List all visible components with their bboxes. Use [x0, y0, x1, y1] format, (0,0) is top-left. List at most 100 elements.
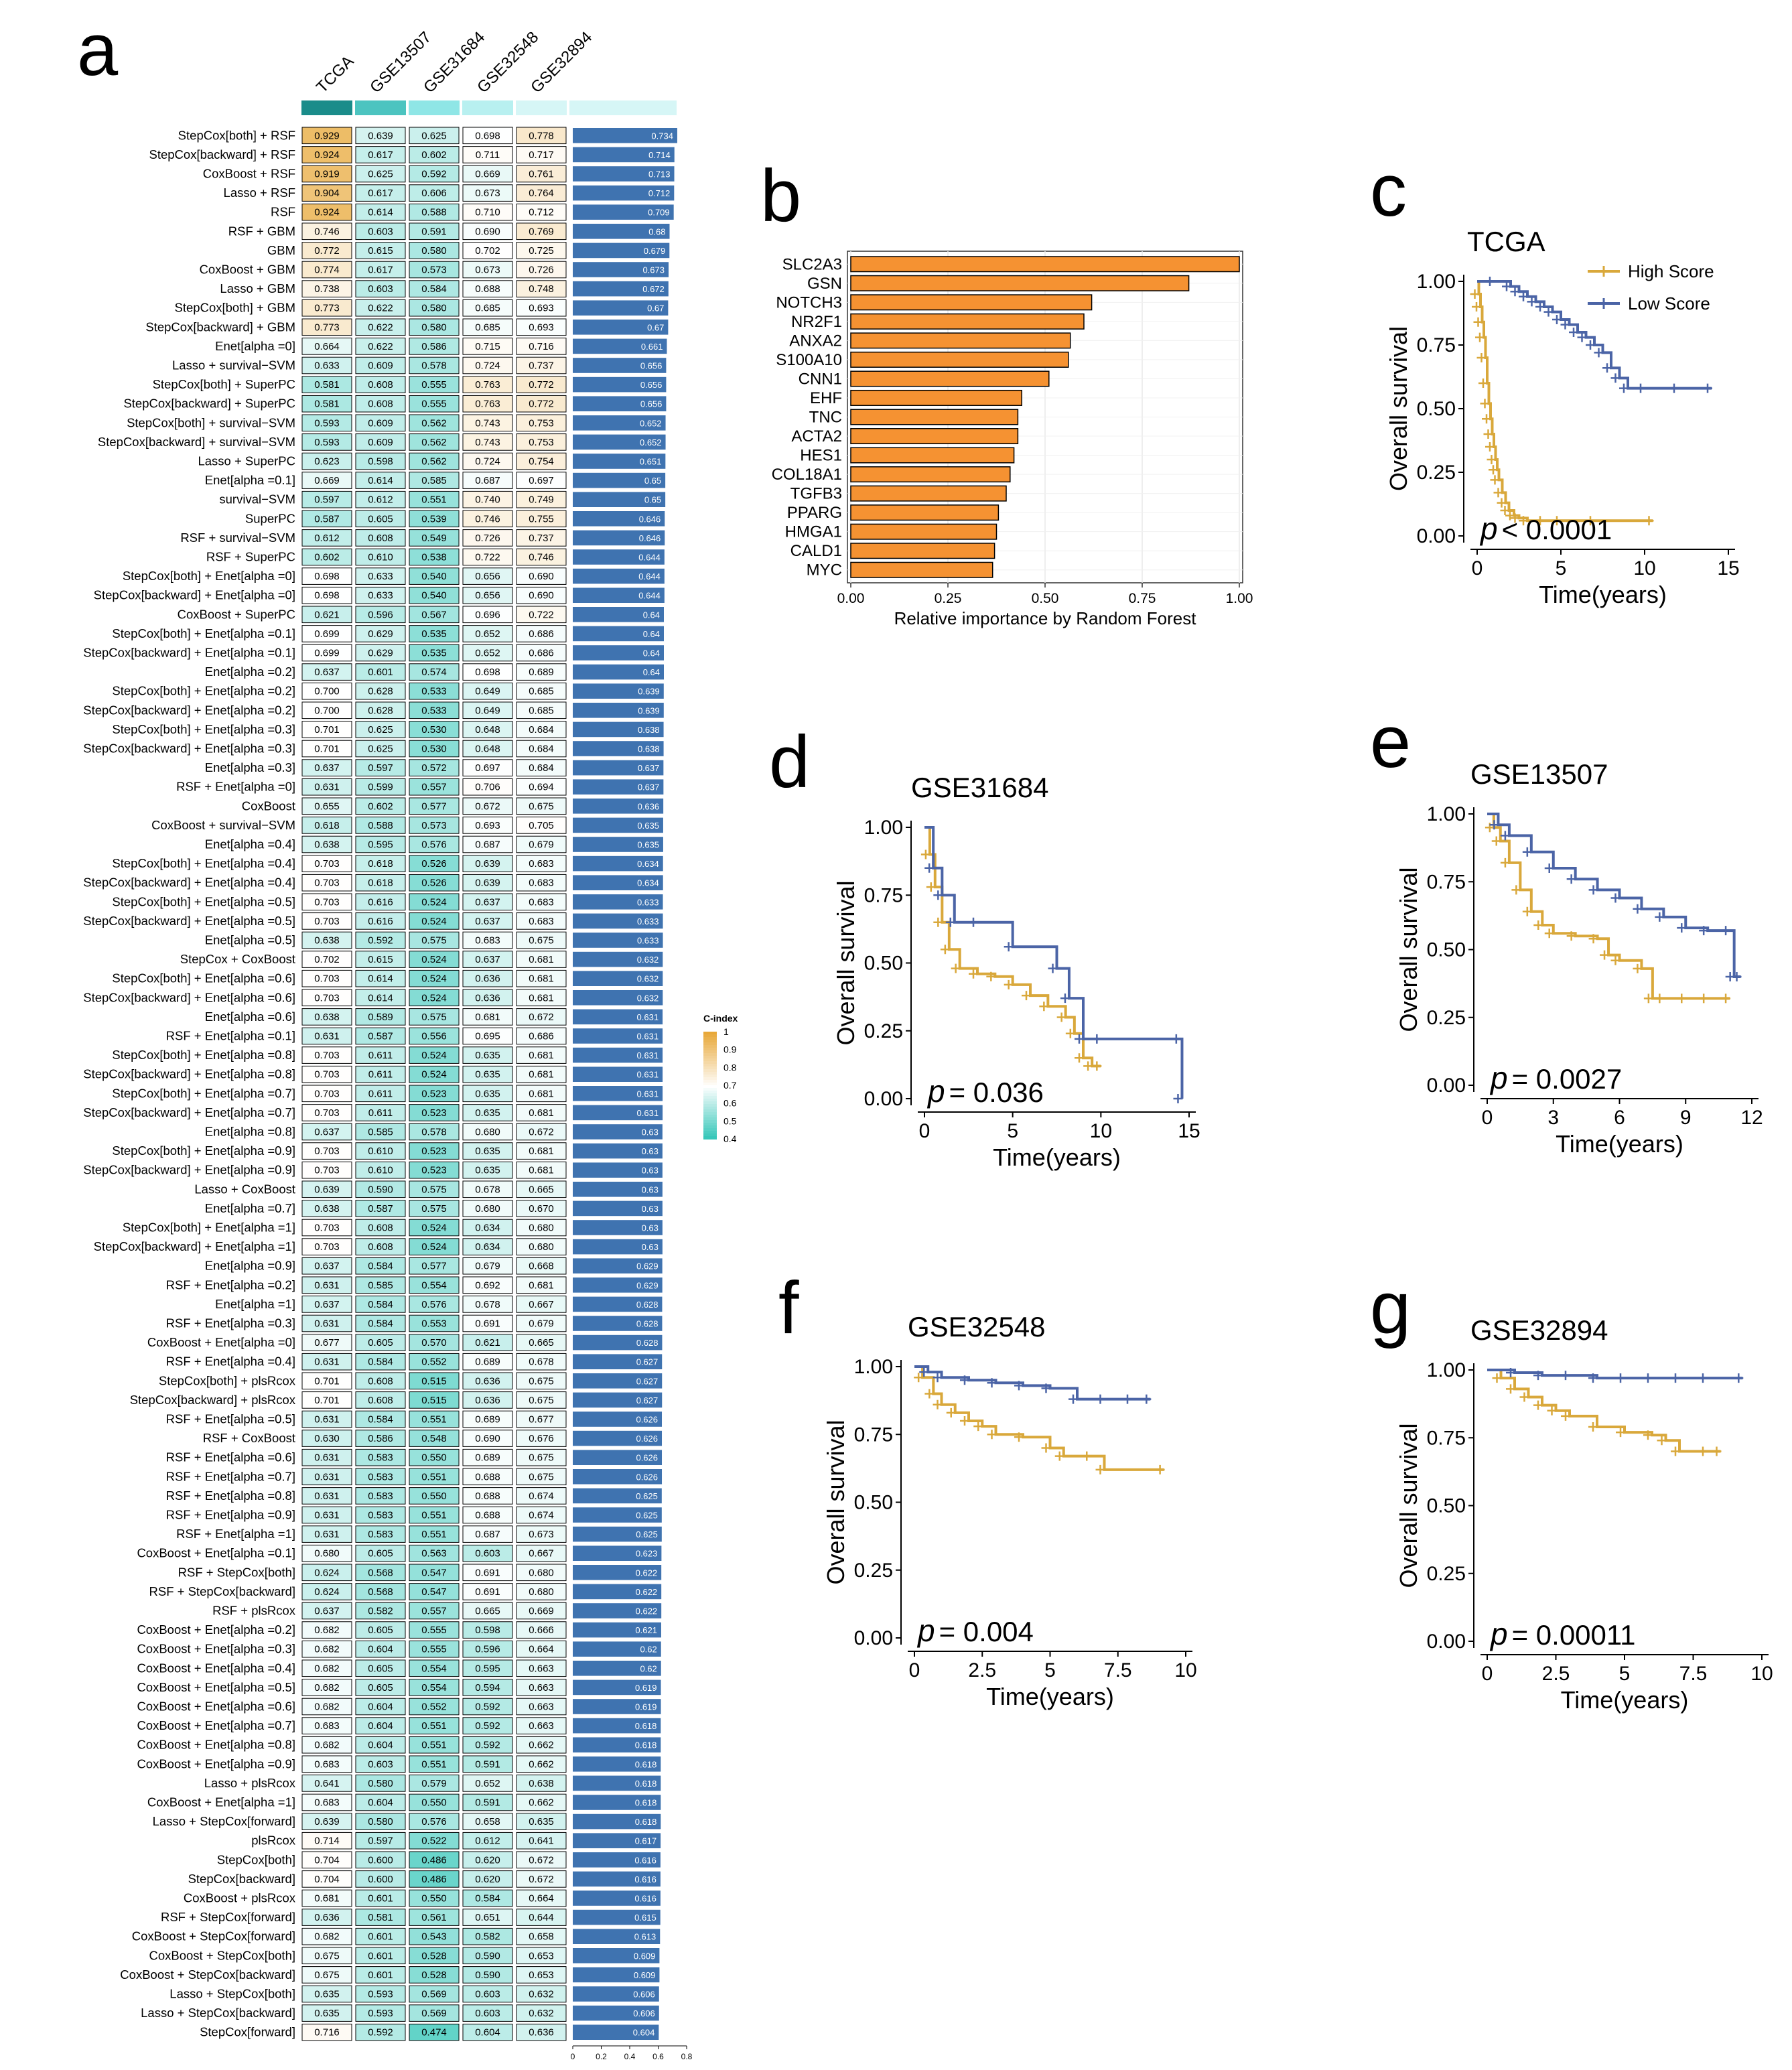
- heatmap-cell: [516, 1506, 567, 1524]
- heatmap-cell-value: 0.573: [421, 820, 447, 831]
- censor-mark: [1492, 1373, 1502, 1383]
- heatmap-cell-value: 0.580: [368, 1778, 393, 1789]
- heatmap-cell-value: 0.665: [475, 1606, 500, 1617]
- heatmap-cell: [516, 1947, 567, 1965]
- heatmap-cell: [301, 1775, 352, 1792]
- row-label: StepCox[backward] + Enet[alpha =0.9]: [83, 1163, 295, 1177]
- censor-mark: [1502, 281, 1511, 291]
- heatmap-cell: [355, 146, 406, 163]
- heatmap-cell-value: 0.595: [475, 1663, 500, 1674]
- row-label: CoxBoost + Enet[alpha =0.1]: [137, 1546, 295, 1560]
- censor-mark: [1636, 383, 1645, 393]
- y-tick-label: 0.00: [854, 1627, 893, 1649]
- heatmap-cell-value: 0.597: [368, 762, 393, 774]
- heatmap-cell: [462, 1104, 513, 1121]
- heatmap-cell: [409, 1296, 460, 1313]
- row-label: StepCox[backward] + Enet[alpha =0.3]: [83, 742, 295, 756]
- heatmap-cell-value: 0.689: [475, 1414, 500, 1426]
- gene-label: S100A10: [776, 351, 842, 369]
- heatmap-cell-value: 0.696: [475, 609, 500, 620]
- mean-cindex-bar: [573, 1833, 661, 1848]
- heatmap-cell: [409, 682, 460, 700]
- heatmap-cell-value: 0.684: [529, 762, 554, 774]
- mean-cindex-label: 0.639: [638, 687, 660, 697]
- heatmap-cell-value: 0.597: [368, 1836, 393, 1847]
- heatmap-cell-value: 0.663: [529, 1702, 554, 1713]
- colorbar-step: [703, 1112, 717, 1115]
- heatmap-cell-value: 0.683: [475, 935, 500, 947]
- heatmap-cell: [462, 356, 513, 374]
- heatmap-cell-value: 0.697: [475, 762, 500, 774]
- heatmap-cell: [462, 1640, 513, 1658]
- heatmap-cell-value: 0.631: [314, 1529, 340, 1540]
- y-tick-label: 1.00: [1427, 803, 1466, 825]
- y-tick-label: 0.00: [1427, 1631, 1466, 1653]
- heatmap-cell-value: 0.556: [421, 1031, 447, 1042]
- heatmap-cell-value: 0.578: [421, 360, 447, 372]
- heatmap-cell: [409, 1276, 460, 1294]
- y-tick-label: 0.50: [864, 953, 903, 975]
- heatmap-cell: [355, 414, 406, 432]
- mean-cindex-label: 0.606: [633, 2008, 655, 2018]
- heatmap-cell: [462, 280, 513, 297]
- heatmap-cell-value: 0.552: [421, 1357, 447, 1368]
- heatmap-cell: [301, 1870, 352, 1888]
- censor-mark: [1669, 383, 1679, 393]
- heatmap-cell: [355, 1046, 406, 1064]
- column-header-label: TCGA: [313, 52, 357, 96]
- mean-cindex-bar: [573, 588, 665, 603]
- censor-mark: [1734, 1373, 1744, 1383]
- heatmap-cell-value: 0.550: [421, 1797, 447, 1809]
- heatmap-cell: [355, 1353, 406, 1371]
- row-label: CoxBoost + Enet[alpha =0.8]: [137, 1738, 295, 1752]
- heatmap-cell: [355, 1104, 406, 1121]
- p-value: < 0.0001: [1502, 514, 1612, 545]
- heatmap-cell-value: 0.648: [475, 724, 500, 736]
- heatmap-cell: [516, 1870, 567, 1888]
- heatmap-cell: [355, 1219, 406, 1237]
- heatmap-cell: [355, 261, 406, 279]
- heatmap-cell: [516, 127, 567, 145]
- mean-cindex-label: 0.64: [643, 648, 660, 659]
- mean-cindex-bar: [573, 1469, 663, 1485]
- heatmap-cell: [462, 414, 513, 432]
- heatmap-cell: [462, 472, 513, 489]
- bar-axis-tick-label: 0.8: [681, 2052, 693, 2061]
- heatmap-cell-value: 0.635: [475, 1107, 500, 1119]
- heatmap-cell-value: 0.929: [314, 130, 340, 141]
- censor-mark: [1610, 955, 1621, 965]
- heatmap-cell-value: 0.725: [529, 245, 554, 257]
- censor-mark: [960, 1375, 969, 1385]
- heatmap-cell-value: 0.688: [475, 1471, 500, 1482]
- heatmap-cell: [409, 2004, 460, 2022]
- heatmap-cell: [409, 1200, 460, 1217]
- mean-cindex-bar: [573, 1948, 660, 1963]
- mean-cindex-bar: [573, 1411, 663, 1427]
- panel-letter-b: b: [760, 155, 801, 237]
- low-score-curve: [1487, 1369, 1743, 1380]
- heatmap-cell: [355, 1909, 406, 1926]
- heatmap-cell: [301, 1640, 352, 1658]
- heatmap-cell: [462, 1583, 513, 1600]
- heatmap-cell-value: 0.637: [475, 916, 500, 927]
- heatmap-cell: [355, 606, 406, 624]
- mean-cindex-bar: [573, 1929, 661, 1944]
- heatmap-cell-value: 0.772: [314, 245, 340, 257]
- heatmap-cell: [516, 1161, 567, 1179]
- heatmap-cell: [462, 510, 513, 528]
- heatmap-cell-value: 0.669: [314, 475, 340, 486]
- heatmap-cell-value: 0.638: [314, 839, 340, 851]
- heatmap-cell: [409, 606, 460, 624]
- heatmap-cell: [462, 1334, 513, 1351]
- mean-cindex-label: 0.652: [640, 418, 662, 428]
- heatmap-cell: [355, 663, 406, 681]
- gene-label: SLC2A3: [782, 255, 842, 273]
- p-value-text: p < 0.0001: [1479, 511, 1612, 546]
- rf-importance-panel-b: 0.00 0.25 0.50 0.75 1.00SLC2A3GSNNOTCH3NR2F1…: [772, 251, 1253, 628]
- heatmap-cell-value: 0.682: [314, 1625, 340, 1636]
- heatmap-cell-value: 0.683: [314, 1720, 340, 1732]
- mean-cindex-bar: [573, 1220, 663, 1235]
- heatmap-cell-value: 0.605: [368, 1548, 393, 1560]
- heatmap-cell-value: 0.690: [529, 590, 554, 602]
- row-label: CoxBoost + Enet[alpha =0.2]: [137, 1623, 295, 1637]
